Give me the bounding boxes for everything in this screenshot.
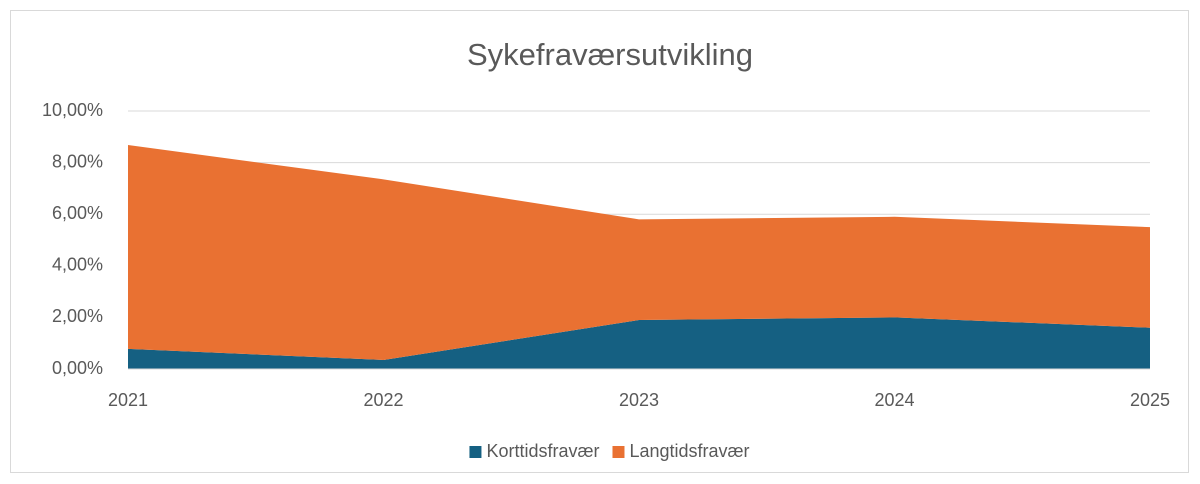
x-tick-label: 2022	[363, 390, 403, 410]
x-tick-label: 2025	[1130, 390, 1170, 410]
legend-swatch	[469, 446, 482, 458]
area	[128, 317, 1150, 369]
y-tick-label: 0,00%	[52, 358, 103, 378]
x-tick-label: 2021	[108, 390, 148, 410]
legend-label: Korttidsfravær	[486, 441, 599, 461]
x-tick-label: 2024	[874, 390, 914, 410]
x-tick-label: 2023	[619, 390, 659, 410]
legend-swatch	[612, 446, 625, 458]
area	[128, 145, 1150, 360]
y-tick-label: 6,00%	[52, 203, 103, 223]
y-tick-label: 8,00%	[52, 151, 103, 171]
y-tick-label: 4,00%	[52, 255, 103, 275]
chart-title: Sykefraværsutvikling	[467, 37, 753, 72]
y-tick-label: 2,00%	[52, 306, 103, 326]
y-tick-label: 10,00%	[42, 100, 103, 120]
legend-label: Langtidsfravær	[629, 441, 749, 461]
